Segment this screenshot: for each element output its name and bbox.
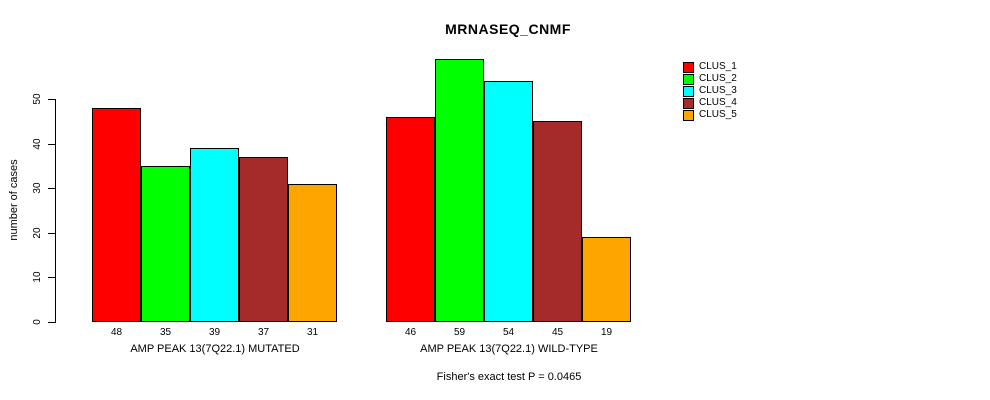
legend-label: CLUS_1	[699, 61, 737, 72]
bar-value-label: 48	[110, 327, 123, 338]
bar-value-label: 45	[551, 327, 564, 338]
legend-item: CLUS_3	[683, 85, 737, 97]
y-tick-label: 0	[32, 319, 43, 325]
bar-clus_5	[582, 237, 631, 322]
bar-clus_4	[239, 157, 288, 322]
y-tick-label: 20	[32, 227, 43, 239]
bar-value-label: 59	[453, 327, 466, 338]
bar-clus_3	[484, 81, 533, 322]
y-tick	[48, 99, 55, 101]
legend-swatch-icon	[683, 109, 694, 121]
chart-title: MRNASEQ_CNMF	[445, 21, 571, 37]
legend-item: CLUS_1	[683, 61, 737, 73]
y-tick-label: 40	[32, 138, 43, 150]
legend-label: CLUS_2	[699, 73, 737, 84]
bar-group-mutated	[92, 52, 337, 322]
legend-swatch-icon	[683, 61, 694, 73]
legend-item: CLUS_4	[683, 97, 737, 109]
legend: CLUS_1 CLUS_2 CLUS_3 CLUS_4 CLUS_5	[683, 61, 737, 121]
group-label-wild-type: AMP PEAK 13(7Q22.1) WILD-TYPE	[420, 343, 598, 355]
bar-clus_3	[190, 148, 239, 322]
bar-clus_4	[533, 121, 582, 322]
y-tick-label: 10	[32, 271, 43, 283]
bar-value-label: 35	[159, 327, 172, 338]
y-tick	[48, 143, 55, 145]
bar-group-wild-type	[386, 52, 631, 322]
y-tick-label: 50	[32, 93, 43, 105]
y-tick	[48, 188, 55, 190]
bar-clus_1	[386, 117, 435, 322]
bar-clus_1	[92, 108, 141, 322]
legend-label: CLUS_4	[699, 97, 737, 108]
legend-swatch-icon	[683, 97, 694, 109]
bar-value-label: 39	[208, 327, 221, 338]
bar-value-label: 37	[257, 327, 270, 338]
bar-value-label: 31	[306, 327, 319, 338]
bar-clus_2	[141, 166, 190, 322]
group-label-mutated: AMP PEAK 13(7Q22.1) MUTATED	[130, 343, 300, 355]
legend-item: CLUS_2	[683, 73, 737, 85]
annotation-text: Fisher's exact test P = 0.0465	[436, 371, 582, 383]
legend-swatch-icon	[683, 85, 694, 97]
y-tick-label: 30	[32, 182, 43, 194]
bar-value-label: 19	[600, 327, 613, 338]
y-tick	[48, 277, 55, 279]
legend-label: CLUS_3	[699, 85, 737, 96]
legend-swatch-icon	[683, 73, 694, 85]
y-tick	[48, 322, 55, 323]
y-tick	[48, 232, 55, 234]
bar-clus_5	[288, 184, 337, 322]
y-axis-line	[55, 99, 56, 323]
legend-label: CLUS_5	[699, 109, 737, 120]
bar-clus_2	[435, 59, 484, 322]
bar-value-label: 46	[404, 327, 417, 338]
bar-value-label: 54	[502, 327, 515, 338]
legend-item: CLUS_5	[683, 109, 737, 121]
y-axis-label: number of cases	[8, 159, 20, 241]
